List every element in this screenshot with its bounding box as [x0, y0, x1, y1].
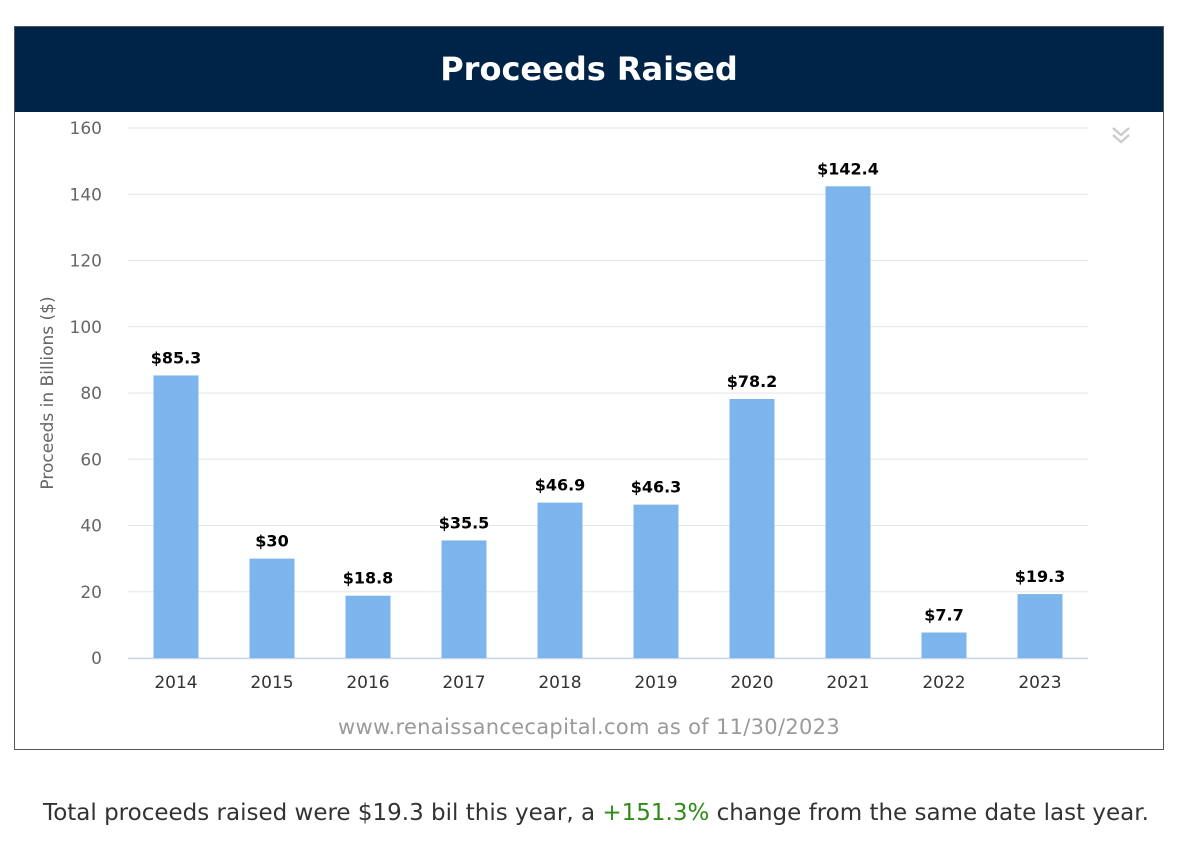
y-tick-label: 0	[91, 649, 102, 669]
y-tick-label: 120	[70, 252, 102, 272]
data-label-2018: $46.9	[535, 476, 586, 495]
data-label-2017: $35.5	[439, 513, 490, 532]
summary-change: +151.3%	[602, 800, 710, 826]
y-tick-label: 160	[70, 119, 102, 139]
data-label-2014: $85.3	[151, 348, 202, 367]
bar-2015	[249, 558, 295, 658]
summary-text: Total proceeds raised were $19.3 bil thi…	[0, 800, 1192, 826]
source-credit: www.renaissancecapital.com as of 11/30/2…	[338, 715, 840, 739]
x-tick-label-2023: 2023	[1018, 673, 1061, 693]
bar-2022	[921, 632, 967, 658]
y-tick-label: 100	[70, 318, 102, 338]
bar-2023	[1017, 594, 1063, 658]
y-tick-label: 40	[80, 517, 102, 537]
x-tick-label-2022: 2022	[922, 673, 965, 693]
data-label-2020: $78.2	[727, 372, 778, 391]
y-axis-title: Proceeds in Billions ($)	[38, 296, 58, 489]
y-tick-label: 20	[80, 583, 102, 603]
bar-chart: 0 20 40 60 80 100 120 140 160 Proceeds in Billion…	[38, 119, 1088, 693]
bar-2018	[537, 502, 583, 658]
y-tick-label: 80	[80, 384, 102, 404]
chevron-double-down-icon[interactable]	[1109, 123, 1133, 147]
x-tick-label-2021: 2021	[826, 673, 869, 693]
data-label-2015: $30	[255, 532, 288, 551]
bar-2020	[729, 398, 775, 658]
x-tick-label-2018: 2018	[538, 673, 581, 693]
x-tick-label-2019: 2019	[634, 673, 677, 693]
summary-prefix: Total proceeds raised were $19.3 bil thi…	[43, 800, 603, 826]
data-label-2016: $18.8	[343, 569, 394, 588]
bar-2014	[153, 375, 199, 658]
chart-card: Proceeds Raised 0 20 40 60 80 100 120 140 160 Pro…	[14, 26, 1164, 750]
x-tick-label-2016: 2016	[346, 673, 389, 693]
bar-2017	[441, 540, 487, 658]
data-label-2021: $142.4	[817, 159, 879, 178]
data-label-2023: $19.3	[1015, 567, 1066, 586]
bar-2016	[345, 595, 391, 658]
data-label-2019: $46.3	[631, 478, 682, 497]
x-tick-label-2017: 2017	[442, 673, 485, 693]
x-tick-label-2015: 2015	[250, 673, 293, 693]
y-tick-label: 60	[80, 450, 102, 470]
data-label-2022: $7.7	[924, 605, 963, 624]
x-tick-label-2014: 2014	[154, 673, 197, 693]
x-tick-label-2020: 2020	[730, 673, 773, 693]
bar-2019	[633, 504, 679, 658]
summary-suffix: change from the same date last year.	[709, 800, 1149, 826]
bar-2021	[825, 186, 871, 659]
chart-title: Proceeds Raised	[15, 27, 1163, 112]
y-tick-label: 140	[70, 185, 102, 205]
